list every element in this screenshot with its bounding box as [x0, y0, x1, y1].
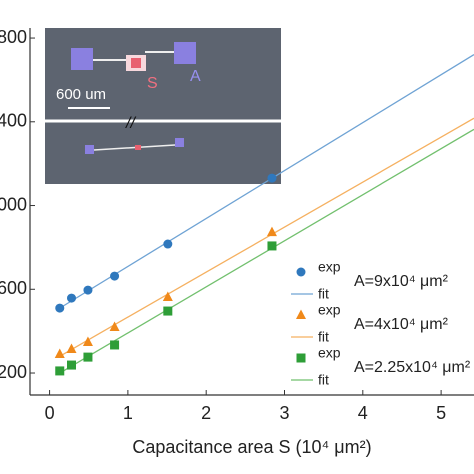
- point: [55, 303, 65, 313]
- point: [296, 267, 306, 277]
- point: [163, 306, 173, 316]
- fit-line: [59, 117, 474, 357]
- point: [67, 293, 77, 303]
- plot-area: [29, 28, 474, 396]
- fit-line: [59, 54, 474, 309]
- point: [66, 343, 77, 353]
- point: [54, 348, 65, 358]
- x-tick-label: 4: [358, 403, 368, 423]
- inset-label: A: [190, 68, 201, 85]
- point: [162, 291, 173, 302]
- point: [83, 285, 93, 295]
- legend-name: A=2.25x10⁴ μm²: [354, 359, 471, 376]
- legend-label: exp: [318, 259, 341, 275]
- cap: [135, 145, 141, 150]
- point: [110, 340, 120, 350]
- legend-name: A=4x10⁴ μm²: [354, 316, 449, 333]
- x-axis-label: Capacitance area S (10⁴ μm²): [132, 437, 371, 457]
- pad: [175, 138, 184, 147]
- legend-label: exp: [318, 302, 341, 318]
- y-tick-label: 1000: [0, 194, 27, 214]
- point: [82, 336, 93, 347]
- point: [67, 360, 77, 370]
- inset-label: //: [125, 115, 136, 132]
- x-tick-label: 0: [45, 403, 55, 423]
- point: [296, 353, 306, 363]
- point: [110, 271, 120, 281]
- legend-label: exp: [318, 345, 341, 361]
- point: [267, 241, 277, 251]
- legend-label: fit: [318, 329, 329, 345]
- inset-label: 600 um: [56, 86, 106, 103]
- x-tick-label: 2: [201, 403, 211, 423]
- point: [266, 226, 277, 237]
- fit-line: [59, 128, 474, 374]
- point: [296, 309, 306, 319]
- point: [163, 239, 173, 249]
- y-tick-label: 1400: [0, 111, 27, 131]
- x-tick-label: 1: [123, 403, 133, 423]
- cap: [131, 58, 141, 68]
- y-tick-label: 1800: [0, 27, 27, 47]
- point: [83, 352, 93, 362]
- x-tick-label: 3: [279, 403, 289, 423]
- legend-label: fit: [318, 286, 329, 302]
- inset-label: S: [147, 75, 158, 92]
- point: [109, 321, 120, 331]
- pad: [174, 42, 196, 64]
- legend-label: fit: [318, 372, 329, 388]
- pad: [85, 145, 94, 154]
- inset: S A 600 um //: [45, 28, 281, 184]
- pad: [71, 48, 93, 70]
- legend-name: A=9x10⁴ μm²: [354, 273, 449, 290]
- wire: [93, 144, 176, 151]
- y-tick-label: 600: [0, 278, 27, 298]
- x-tick-label: 5: [436, 403, 446, 423]
- point: [267, 173, 277, 183]
- point: [55, 366, 65, 376]
- y-tick-label: 200: [0, 362, 27, 382]
